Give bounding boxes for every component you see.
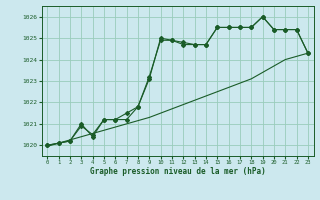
X-axis label: Graphe pression niveau de la mer (hPa): Graphe pression niveau de la mer (hPa) [90,167,266,176]
